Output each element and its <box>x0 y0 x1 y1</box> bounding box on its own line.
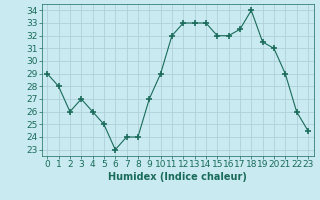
X-axis label: Humidex (Indice chaleur): Humidex (Indice chaleur) <box>108 172 247 182</box>
